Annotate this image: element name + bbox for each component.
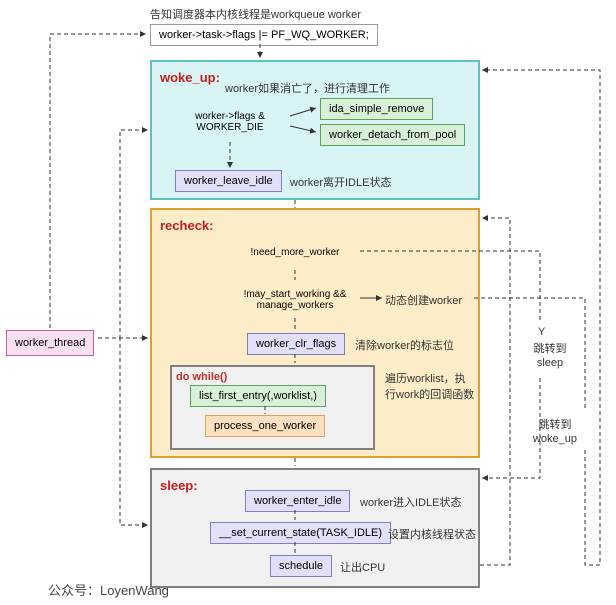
box-clr-flags: worker_clr_flags bbox=[247, 333, 345, 355]
box-ida-remove: ida_simple_remove bbox=[320, 98, 433, 120]
entry-node: worker_thread bbox=[6, 330, 94, 356]
box-list-first: list_first_entry(,worklist,) bbox=[190, 385, 326, 407]
diamond-may-start: !may_start_working && manage_workers bbox=[230, 280, 360, 320]
sleep-note2: 设置内核线程状态 bbox=[388, 526, 476, 542]
box-schedule: schedule bbox=[270, 555, 332, 577]
clr-note: 清除worker的标志位 bbox=[355, 337, 454, 353]
box-detach: worker_detach_from_pool bbox=[320, 124, 465, 146]
dw-note: 遍历worklist，执行work的回调函数 bbox=[385, 370, 475, 402]
recheck-title: recheck: bbox=[160, 218, 470, 233]
do-while-title: do while() bbox=[176, 371, 369, 383]
box-set-state: __set_current_state(TASK_IDLE) bbox=[210, 522, 391, 544]
box-enter-idle: worker_enter_idle bbox=[245, 490, 350, 512]
jump-sleep: 跳转到sleep bbox=[525, 342, 575, 371]
diamond-label: worker->flags & WORKER_DIE bbox=[176, 111, 284, 133]
top-comment: 告知调度器本内核线程是workqueue worker bbox=[150, 6, 361, 22]
diamond-need-more: !need_more_worker bbox=[230, 232, 360, 272]
woke-up-comment: worker如果消亡了，进行清理工作 bbox=[225, 80, 390, 96]
jump-y: Y bbox=[538, 326, 545, 338]
diamond-worker-die: worker->flags & WORKER_DIE bbox=[170, 100, 290, 144]
top-code: worker->task->flags |= PF_WQ_WORKER; bbox=[150, 24, 378, 46]
footer-credit: 公众号：LoyenWang bbox=[48, 580, 169, 599]
box-leave-idle: worker_leave_idle bbox=[175, 170, 282, 192]
d1-label: !need_more_worker bbox=[251, 247, 340, 258]
sleep-note1: worker进入IDLE状态 bbox=[360, 494, 461, 510]
leave-note: worker离开IDLE状态 bbox=[290, 174, 391, 190]
do-while-block: do while() bbox=[170, 365, 375, 450]
d2-label: !may_start_working && manage_workers bbox=[236, 289, 354, 311]
jump-wokeup: 跳转到woke_up bbox=[525, 418, 585, 447]
box-process-one: process_one_worker bbox=[205, 415, 325, 437]
d2-note: 动态创建worker bbox=[385, 292, 462, 308]
sleep-note3: 让出CPU bbox=[340, 559, 385, 575]
